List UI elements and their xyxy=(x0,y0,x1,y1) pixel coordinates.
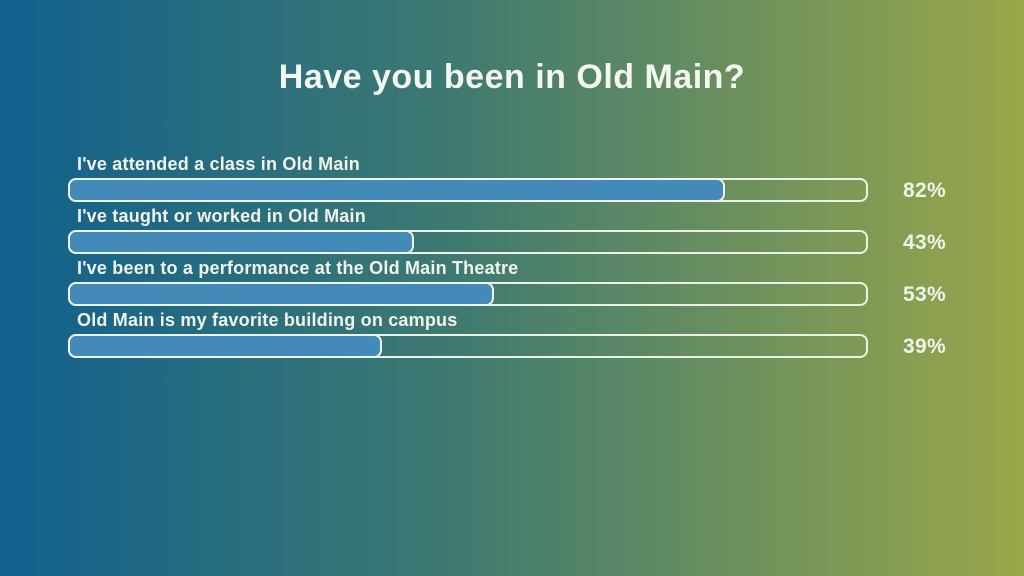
bar-label: I've taught or worked in Old Main xyxy=(77,206,366,226)
bar-track xyxy=(68,178,868,202)
bar-track xyxy=(68,334,868,358)
bar-value: 82% xyxy=(903,179,946,202)
bar-fill xyxy=(68,334,383,358)
bar-label: I've attended a class in Old Main xyxy=(77,154,360,174)
bar-track xyxy=(68,282,868,306)
poll-title: Have you been in Old Main? xyxy=(278,58,746,96)
bar-fill xyxy=(68,178,725,202)
bar-label: Old Main is my favorite building on camp… xyxy=(77,310,458,330)
bar-value: 53% xyxy=(903,283,946,306)
poll-bar-row: Old Main is my favorite building on camp… xyxy=(68,309,868,358)
bar-label: I've been to a performance at the Old Ma… xyxy=(77,258,519,278)
bar-value: 43% xyxy=(903,231,946,254)
bar-value: 39% xyxy=(903,335,946,358)
poll-bar-row: I've attended a class in Old Main xyxy=(68,153,868,202)
poll-bar-row: I've taught or worked in Old Main xyxy=(68,205,868,254)
bar-track xyxy=(68,230,868,254)
bar-fill xyxy=(68,282,494,306)
bar-fill xyxy=(68,230,415,254)
poll-bar-row: I've been to a performance at the Old Ma… xyxy=(68,257,868,306)
